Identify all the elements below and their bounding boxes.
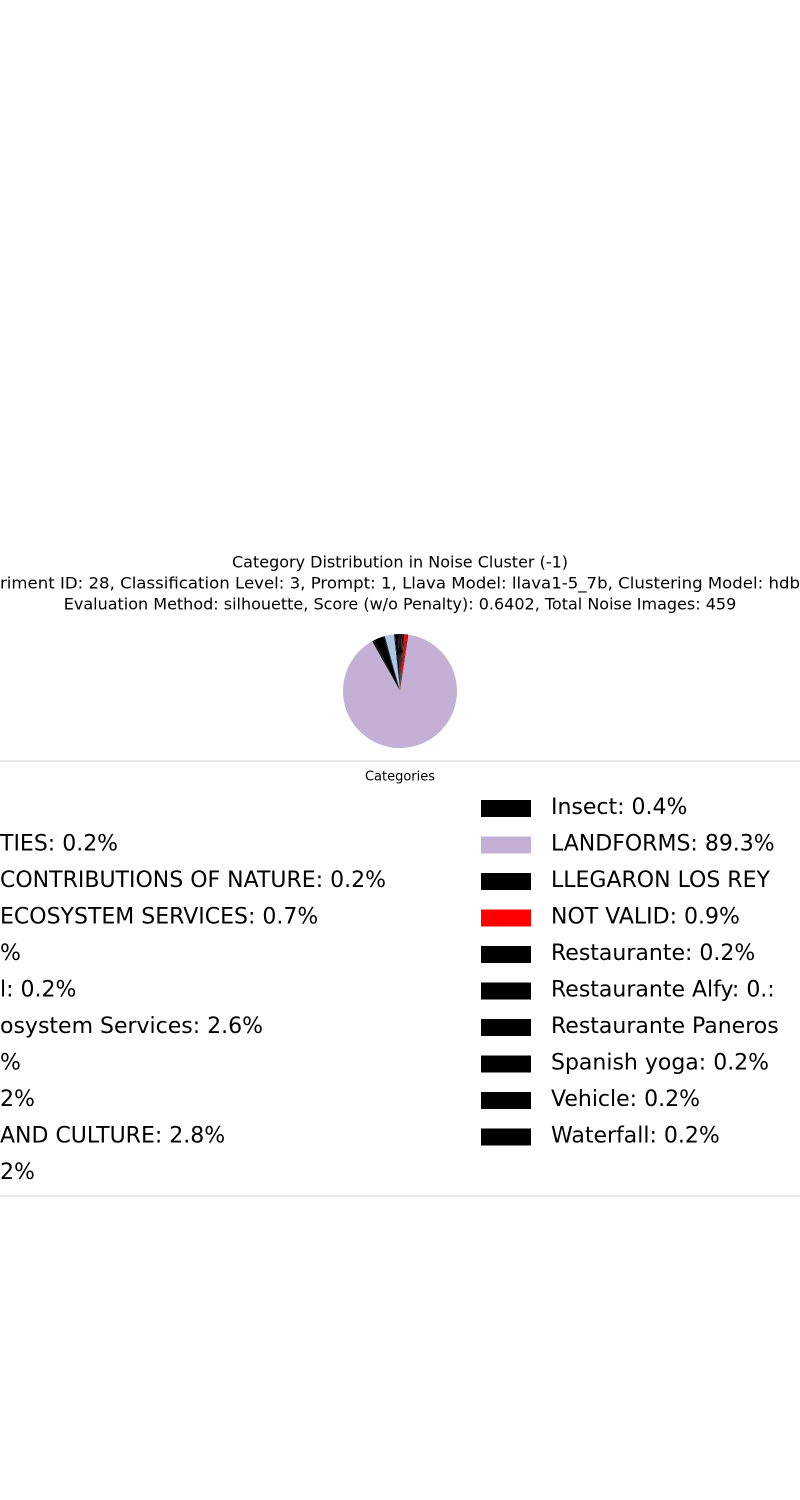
legend-label: osystem Services: 2.6%: [0, 1014, 263, 1039]
legend-swatch: [481, 982, 531, 1000]
legend-label: LANDFORMS: 89.3%: [551, 832, 775, 857]
legend-label: 2%: [0, 1087, 35, 1112]
legend-title: Categories: [365, 770, 435, 785]
pie-slice: [398, 634, 400, 691]
legend-swatch: [481, 1055, 531, 1073]
legend-swatch: [481, 873, 531, 890]
legend-swatch: [481, 909, 531, 927]
chart-subtitle: riment ID: 28, Classification Level: 3, …: [0, 574, 800, 594]
pie-slice: [373, 640, 400, 691]
legend-label: CONTRIBUTIONS OF NATURE: 0.2%: [0, 868, 386, 893]
chart-subtitle: Evaluation Method: silhouette, Score (w/…: [64, 595, 737, 614]
pie-slice: [400, 634, 403, 691]
legend-label: LLEGARON LOS REY: [551, 868, 770, 893]
pie-slice: [384, 636, 400, 691]
chart-title: Category Distribution in Noise Cluster (…: [232, 553, 568, 572]
pie-slice: [394, 634, 400, 691]
pie-slice: [372, 640, 400, 691]
legend-label: Restaurante Paneros: [551, 1014, 779, 1039]
legend-label: %: [0, 1051, 21, 1076]
legend-label: ECOSYSTEM SERVICES: 0.7%: [0, 905, 318, 930]
legend-label: Waterfall: 0.2%: [551, 1124, 720, 1149]
legend-label: l: 0.2%: [0, 978, 76, 1003]
pie-slice: [399, 634, 400, 691]
legend-swatch: [481, 836, 531, 854]
legend-label: %: [0, 941, 21, 966]
legend-label: NOT VALID: 0.9%: [551, 905, 740, 930]
pie-slice: [393, 634, 400, 691]
pie-slice: [374, 636, 400, 691]
pie-slice: [400, 634, 404, 691]
legend-label: Insect: 0.4%: [551, 795, 687, 820]
pie-slice: [400, 634, 401, 691]
legend-swatch: [481, 800, 531, 817]
pie-slice: [400, 634, 403, 691]
legend-label: Restaurante Alfy: 0.:: [551, 978, 775, 1003]
legend-label: Vehicle: 0.2%: [551, 1087, 700, 1112]
pie-slice: [384, 634, 400, 691]
pie-slice: [400, 634, 405, 691]
pie-slice: [397, 634, 400, 691]
legend-swatch: [481, 1092, 531, 1109]
legend-swatch: [481, 1019, 531, 1036]
legend-swatch: [481, 1128, 531, 1146]
pie-slice: [400, 634, 409, 691]
pie-slice: [400, 634, 408, 691]
legend-label: AND CULTURE: 2.8%: [0, 1124, 225, 1149]
legend-label: 2%: [0, 1160, 35, 1185]
legend-swatch: [481, 946, 531, 963]
legend-label: Spanish yoga: 0.2%: [551, 1051, 769, 1076]
pie-slice: [400, 634, 402, 691]
pie-slice: [342, 634, 457, 748]
pie-slice: [383, 636, 400, 691]
legend-label: TIES: 0.2%: [0, 832, 118, 857]
legend-label: Restaurante: 0.2%: [551, 941, 755, 966]
pie-slice: [395, 634, 400, 691]
